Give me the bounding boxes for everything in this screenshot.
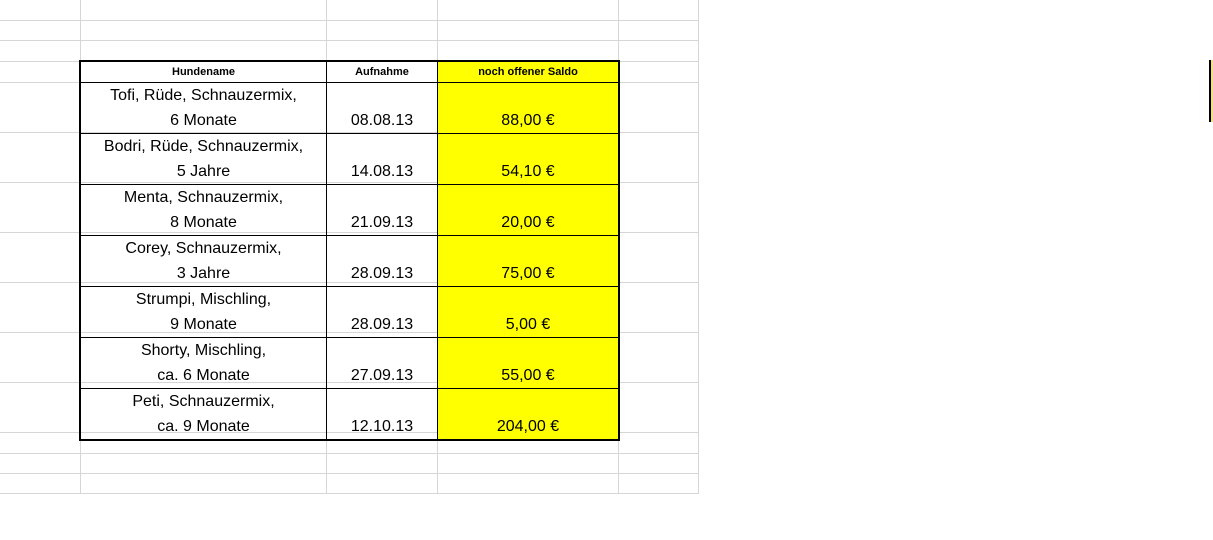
gridline bbox=[0, 20, 698, 21]
name-cell[interactable]: Shorty, Mischling, ca. 6 Monate bbox=[79, 337, 327, 389]
name-line: Corey, Schnauzermix, bbox=[125, 240, 282, 257]
cropped-table-edge bbox=[1209, 60, 1213, 122]
gridline bbox=[0, 40, 698, 41]
balance-cell[interactable]: 20,00 € bbox=[437, 184, 620, 236]
header-balance[interactable]: noch offener Saldo bbox=[437, 60, 620, 83]
dog-table: Hundename Aufnahme noch offener Saldo To… bbox=[79, 60, 620, 441]
name-line: Menta, Schnauzermix, bbox=[123, 189, 284, 206]
name-cell[interactable]: Bodri, Rüde, Schnauzermix, 5 Jahre bbox=[79, 133, 327, 185]
header-date[interactable]: Aufnahme bbox=[326, 60, 438, 83]
table-row: Strumpi, Mischling, 9 Monate 28.09.13 5,0… bbox=[79, 286, 620, 338]
name-line: Bodri, Rüde, Schnauzermix, bbox=[103, 138, 304, 155]
date-cell[interactable]: 28.09.13 bbox=[326, 286, 438, 338]
name-line: Shorty, Mischling, bbox=[140, 342, 267, 359]
age-line: 8 Monate bbox=[170, 214, 237, 231]
table-row: Peti, Schnauzermix, ca. 9 Monate 12.10.13… bbox=[79, 388, 620, 441]
balance-cell[interactable]: 54,10 € bbox=[437, 133, 620, 185]
age-line: ca. 9 Monate bbox=[157, 418, 250, 435]
name-cell[interactable]: Corey, Schnauzermix, 3 Jahre bbox=[79, 235, 327, 287]
age-line: ca. 6 Monate bbox=[157, 367, 250, 384]
name-line: Peti, Schnauzermix, bbox=[132, 393, 275, 410]
gridline bbox=[0, 453, 698, 454]
header-name[interactable]: Hundename bbox=[79, 60, 327, 83]
table-row: Shorty, Mischling, ca. 6 Monate 27.09.13 … bbox=[79, 337, 620, 389]
name-line: Strumpi, Mischling, bbox=[135, 291, 272, 308]
balance-cell[interactable]: 88,00 € bbox=[437, 82, 620, 134]
balance-cell[interactable]: 55,00 € bbox=[437, 337, 620, 389]
balance-cell[interactable]: 75,00 € bbox=[437, 235, 620, 287]
header-row: Hundename Aufnahme noch offener Saldo bbox=[79, 60, 620, 83]
table-row: Corey, Schnauzermix, 3 Jahre 28.09.13 75,… bbox=[79, 235, 620, 287]
name-cell[interactable]: Peti, Schnauzermix, ca. 9 Monate bbox=[79, 388, 327, 441]
name-cell[interactable]: Strumpi, Mischling, 9 Monate bbox=[79, 286, 327, 338]
date-cell[interactable]: 21.09.13 bbox=[326, 184, 438, 236]
age-line: 3 Jahre bbox=[176, 265, 231, 282]
date-cell[interactable]: 14.08.13 bbox=[326, 133, 438, 185]
age-line: 9 Monate bbox=[170, 316, 237, 333]
age-line: 5 Jahre bbox=[176, 163, 231, 180]
name-line: Tofi, Rüde, Schnauzermix, bbox=[110, 87, 297, 104]
date-cell[interactable]: 28.09.13 bbox=[326, 235, 438, 287]
balance-cell[interactable]: 204,00 € bbox=[437, 388, 620, 441]
table-row: Tofi, Rüde, Schnauzermix, 6 Monate 08.08.… bbox=[79, 82, 620, 134]
balance-cell[interactable]: 5,00 € bbox=[437, 286, 620, 338]
date-cell[interactable]: 12.10.13 bbox=[326, 388, 438, 441]
date-cell[interactable]: 08.08.13 bbox=[326, 82, 438, 134]
gridline bbox=[0, 473, 698, 474]
table-row: Bodri, Rüde, Schnauzermix, 5 Jahre 14.08.… bbox=[79, 133, 620, 185]
table-row: Menta, Schnauzermix, 8 Monate 21.09.13 20… bbox=[79, 184, 620, 236]
age-line: 6 Monate bbox=[170, 112, 237, 129]
date-cell[interactable]: 27.09.13 bbox=[326, 337, 438, 389]
name-cell[interactable]: Tofi, Rüde, Schnauzermix, 6 Monate bbox=[79, 82, 327, 134]
name-cell[interactable]: Menta, Schnauzermix, 8 Monate bbox=[79, 184, 327, 236]
